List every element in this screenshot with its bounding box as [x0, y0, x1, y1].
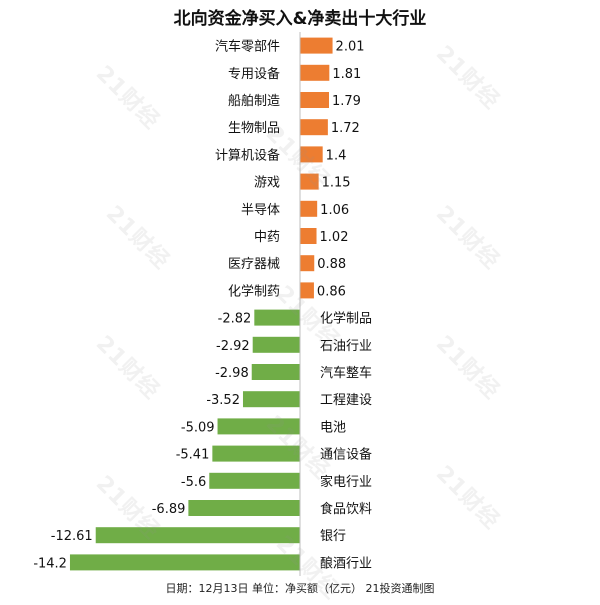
- bar-positive-5: [300, 173, 319, 190]
- category-label: 汽车零部件: [215, 39, 280, 55]
- data-label: 0.88: [317, 257, 346, 272]
- data-label: -5.6: [181, 475, 206, 490]
- bar-negative-18: [95, 527, 300, 544]
- category-label: 中药: [254, 230, 280, 245]
- data-label: 2.01: [336, 40, 365, 55]
- data-label: -2.92: [216, 339, 250, 354]
- data-label: 0.86: [317, 284, 346, 299]
- category-label: 化学制药: [228, 283, 280, 299]
- data-label: -3.52: [206, 393, 240, 408]
- bar-positive-7: [300, 228, 317, 244]
- bar-negative-12: [251, 364, 300, 380]
- category-label: 电池: [320, 420, 346, 435]
- bar-negative-11: [252, 336, 300, 353]
- data-label: -2.98: [215, 366, 249, 381]
- bar-negative-19: [69, 554, 301, 571]
- data-label: 1.4: [326, 148, 347, 163]
- category-label: 医疗器械: [228, 257, 280, 272]
- bar-negative-15: [212, 445, 300, 462]
- data-label: 1.72: [331, 121, 360, 136]
- bar-positive-4: [300, 146, 323, 163]
- chart-title: 北向资金净买入&净卖出十大行业: [173, 9, 427, 29]
- data-label: 1.02: [320, 230, 349, 245]
- bar-negative-10: [254, 309, 300, 326]
- category-label: 银行: [320, 529, 346, 544]
- category-label: 化学制品: [320, 311, 372, 327]
- bar-positive-1: [300, 64, 330, 81]
- bar-positive-9: [300, 282, 314, 299]
- category-label: 半导体: [241, 203, 280, 218]
- data-label: -14.2: [33, 556, 67, 571]
- category-label: 生物制品: [228, 121, 280, 136]
- data-label: -6.89: [152, 502, 186, 517]
- category-label: 专用设备: [228, 66, 280, 82]
- data-label: -5.09: [181, 420, 215, 435]
- bar-positive-2: [300, 92, 329, 108]
- category-label: 石油行业: [320, 339, 372, 354]
- chart-footer-note: 日期：12月13日 单位：净买额（亿元） 21投资通制图: [165, 582, 435, 595]
- data-label: 1.15: [322, 176, 351, 191]
- data-label: 1.79: [332, 94, 361, 109]
- data-label: -12.61: [51, 529, 93, 544]
- category-label: 通信设备: [320, 447, 372, 463]
- category-label: 工程建设: [320, 393, 372, 408]
- bar-negative-17: [188, 500, 300, 516]
- category-label: 计算机设备: [215, 147, 280, 163]
- data-label: -5.41: [176, 448, 210, 463]
- data-label: 1.06: [320, 203, 349, 218]
- bar-positive-0: [300, 37, 333, 54]
- category-label: 食品饮料: [320, 501, 372, 517]
- bar-negative-14: [217, 418, 300, 435]
- bar-negative-13: [242, 391, 300, 408]
- category-label: 汽车整车: [320, 365, 372, 381]
- category-label: 家电行业: [320, 474, 372, 490]
- category-label: 游戏: [254, 176, 280, 191]
- bar-positive-6: [300, 200, 318, 217]
- category-label: 船舶制造: [228, 93, 280, 109]
- category-label: 酿酒行业: [320, 555, 372, 571]
- data-label: 1.81: [332, 67, 361, 82]
- data-label: -2.82: [218, 312, 252, 327]
- bar-negative-16: [209, 472, 300, 489]
- bar-positive-3: [300, 119, 328, 136]
- bar-positive-8: [300, 255, 315, 272]
